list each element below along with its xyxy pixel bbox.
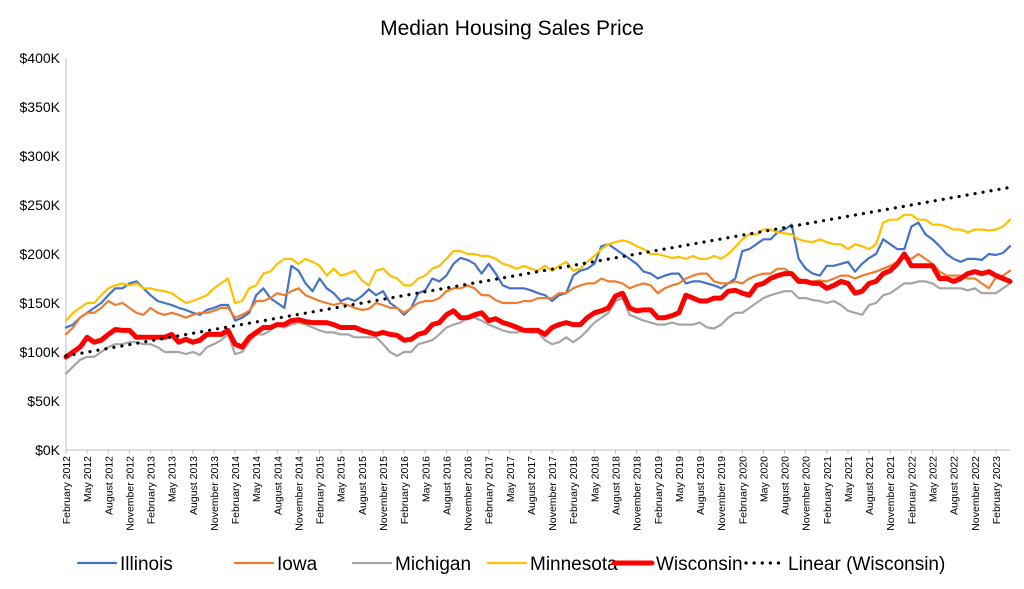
- x-tick-label: February 2021: [822, 456, 834, 524]
- y-tick-label: $100K: [20, 344, 61, 360]
- x-tick-label: November 2017: [547, 456, 559, 531]
- trendline-wisconsin: [64, 185, 1012, 358]
- x-tick-label: May 2012: [82, 456, 94, 502]
- x-tick-label: August 2014: [272, 456, 284, 515]
- x-tick-label: August 2016: [441, 456, 453, 515]
- y-tick-label: $250K: [20, 197, 61, 213]
- legend-label-michigan: Michigan: [395, 554, 471, 575]
- x-tick-label: November 2016: [463, 456, 475, 531]
- x-tick-label: February 2015: [315, 456, 327, 524]
- x-tick-label: November 2014: [293, 456, 305, 531]
- x-tick-label: November 2019: [716, 456, 728, 531]
- x-tick-label: February 2020: [737, 456, 749, 524]
- x-tick-label: August 2013: [188, 456, 200, 515]
- legend: Illinois Iowa Michigan Minnesota Wisconsin Li…: [76, 554, 945, 575]
- legend-label-linear-wisconsin: Linear (Wisconsin): [788, 554, 945, 575]
- x-tick-label: November 2021: [885, 456, 897, 531]
- x-tick-label: May 2015: [336, 456, 348, 502]
- series-line-iowa: [64, 252, 1012, 336]
- plot-area: $0K $50K $100K $150K $200K $250K $300K $350K $40…: [20, 50, 1013, 531]
- x-tick-label: February 2014: [230, 456, 242, 524]
- x-tick-label: August 2012: [103, 456, 115, 515]
- x-tick-label: May 2020: [758, 456, 770, 502]
- y-tick-label: $300K: [20, 148, 61, 164]
- x-tick-label: February 2023: [991, 456, 1003, 524]
- y-tick-label: $150K: [20, 295, 61, 311]
- x-tick-label: August 2015: [357, 456, 369, 515]
- x-tick-label: February 2022: [906, 456, 918, 524]
- x-tick-label: November 2018: [632, 456, 644, 531]
- series-line-wisconsin: [63, 251, 1013, 360]
- x-tick-label: November 2022: [970, 456, 982, 531]
- series-line-illinois: [64, 221, 1012, 329]
- series-line-minnesota: [64, 213, 1012, 322]
- x-tick-label: February 2013: [146, 456, 158, 524]
- x-tick-label: August 2020: [780, 456, 792, 515]
- x-tick-label: February 2012: [61, 456, 73, 524]
- x-tick-label: November 2013: [209, 456, 221, 531]
- x-tick-label: May 2022: [928, 456, 940, 502]
- x-tick-label: February 2019: [653, 456, 665, 524]
- y-tick-label: $0K: [35, 442, 61, 458]
- x-tick-label: May 2021: [843, 456, 855, 502]
- x-tick-label: May 2018: [589, 456, 601, 502]
- y-tick-label: $350K: [20, 99, 61, 115]
- x-tick-label: November 2015: [378, 456, 390, 531]
- x-tick-label: November 2020: [801, 456, 813, 531]
- y-tick-label: $400K: [20, 50, 61, 66]
- x-tick-label: May 2016: [420, 456, 432, 502]
- y-tick-label: $200K: [20, 246, 61, 262]
- x-tick-label: February 2016: [399, 456, 411, 524]
- x-tick-label: May 2017: [505, 456, 517, 502]
- x-tick-label: February 2018: [568, 456, 580, 524]
- x-tick-label: August 2019: [695, 456, 707, 515]
- x-tick-label: May 2014: [251, 456, 263, 502]
- legend-label-iowa: Iowa: [277, 554, 318, 575]
- x-tick-label: August 2022: [949, 456, 961, 515]
- legend-label-minnesota: Minnesota: [530, 554, 618, 575]
- x-tick-label: November 2012: [124, 456, 136, 531]
- x-tick-label: August 2018: [610, 456, 622, 515]
- x-tick-label: May 2019: [674, 456, 686, 502]
- x-tick-label: May 2013: [167, 456, 179, 502]
- legend-label-illinois: Illinois: [120, 554, 173, 575]
- x-tick-label: August 2017: [526, 456, 538, 515]
- x-tick-label: August 2021: [864, 456, 876, 515]
- chart-title: Median Housing Sales Price: [380, 17, 644, 40]
- y-tick-label: $50K: [27, 393, 60, 409]
- x-tick-label: February 2017: [484, 456, 496, 524]
- legend-label-wisconsin: Wisconsin: [656, 554, 743, 575]
